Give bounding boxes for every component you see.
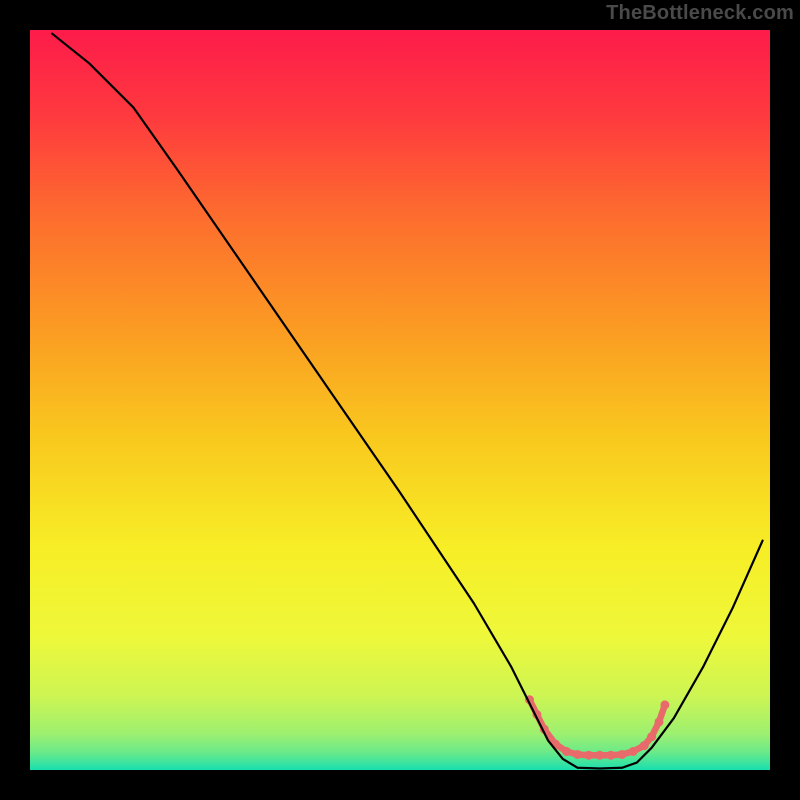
highlight-dot	[640, 741, 649, 750]
highlight-dot	[647, 732, 656, 741]
highlight-dot	[629, 747, 638, 756]
highlight-dot	[584, 751, 593, 760]
highlight-dot	[618, 750, 627, 759]
bottleneck-curve-chart	[0, 0, 800, 800]
highlight-dot	[573, 750, 582, 759]
highlight-dot	[562, 747, 571, 756]
highlight-dot	[595, 751, 604, 760]
chart-plot-background	[30, 30, 770, 770]
highlight-dot	[660, 700, 669, 709]
chart-root: TheBottleneck.com	[0, 0, 800, 800]
highlight-dot	[606, 751, 615, 760]
watermark-text: TheBottleneck.com	[606, 2, 794, 25]
highlight-dot	[655, 717, 664, 726]
